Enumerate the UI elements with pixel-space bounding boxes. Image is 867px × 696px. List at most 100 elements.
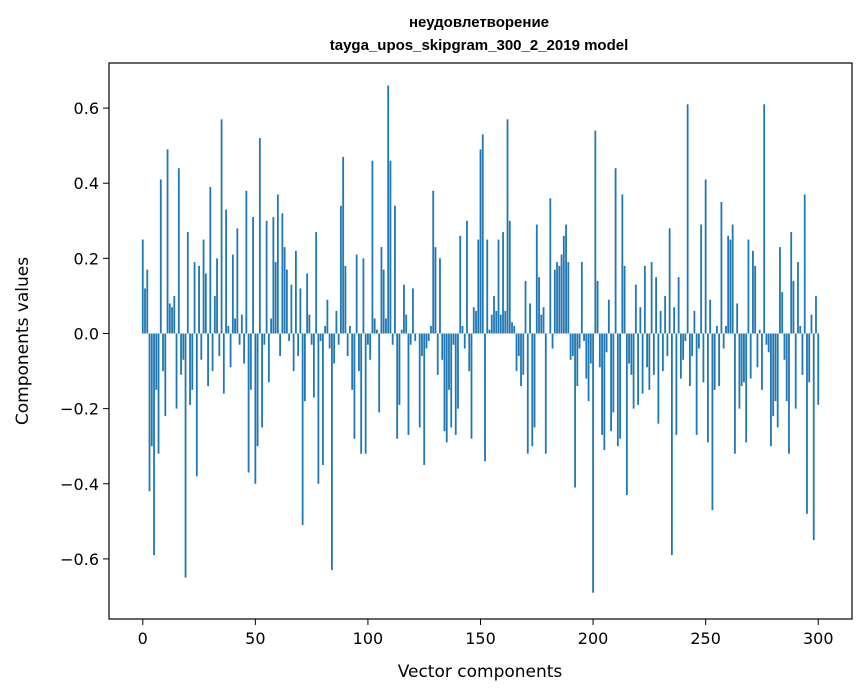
bar-81 (324, 325, 327, 334)
bar-194 (578, 333, 581, 349)
bar-211 (616, 333, 619, 447)
bar-214 (623, 265, 626, 334)
x-axis-ticks: 0 50 100 150 200 250 300 (138, 619, 834, 648)
bar-241 (684, 333, 687, 341)
bar-248 (700, 224, 703, 334)
bar-65 (288, 333, 291, 341)
bar-147 (472, 307, 475, 334)
bar-279 (770, 333, 772, 447)
bar-32 (213, 295, 216, 334)
bar-72 (303, 333, 306, 402)
bar-111 (391, 333, 394, 345)
bar-107 (382, 269, 385, 334)
bar-155 (490, 314, 493, 334)
bar-193 (576, 333, 579, 387)
bar-80 (321, 333, 324, 465)
bar-166 (515, 333, 518, 372)
bar-183 (553, 269, 556, 334)
bar-217 (630, 333, 633, 375)
bar-287 (788, 333, 790, 454)
bar-149 (477, 239, 480, 334)
bar-212 (619, 333, 621, 439)
bar-175 (535, 224, 538, 334)
bar-139 (454, 333, 457, 435)
bar-223 (643, 265, 646, 334)
bar-219 (634, 284, 637, 334)
bar-135 (445, 333, 448, 443)
bar-46 (245, 190, 248, 334)
bar-25 (198, 265, 200, 334)
bar-239 (679, 333, 682, 379)
bar-106 (380, 247, 383, 334)
bar-163 (508, 220, 511, 334)
bar-60 (276, 194, 279, 334)
x-tick-label-200: 200 (578, 629, 609, 648)
bar-236 (673, 307, 676, 334)
bar-105 (378, 333, 381, 413)
bar-11 (166, 149, 169, 334)
bar-174 (533, 333, 536, 428)
bar-61 (279, 333, 282, 357)
bar-156 (493, 295, 495, 334)
bar-85 (333, 333, 336, 364)
bar-103 (373, 318, 376, 334)
bar-3 (148, 333, 151, 492)
bar-118 (407, 333, 410, 435)
bar-40 (231, 254, 234, 334)
bar-233 (666, 333, 669, 357)
bar-108 (385, 318, 387, 334)
bar-201 (594, 130, 597, 334)
bar-222 (641, 333, 644, 394)
plot-frame (108, 62, 853, 620)
bar-58 (272, 217, 275, 334)
bar-257 (720, 202, 723, 334)
bar-115 (400, 329, 403, 334)
bar-254 (713, 333, 716, 390)
bar-1 (144, 288, 146, 334)
bar-94 (353, 333, 356, 439)
bar-253 (711, 333, 714, 511)
bar-56 (267, 333, 270, 383)
bar-86 (335, 310, 338, 334)
bar-26 (200, 333, 203, 360)
bar-162 (506, 119, 509, 334)
bar-137 (450, 333, 453, 428)
bar-290 (794, 333, 797, 409)
bar-44 (240, 314, 243, 334)
bar-151 (481, 134, 484, 334)
bar-294 (803, 194, 806, 334)
bar-231 (661, 333, 664, 372)
bar-68 (294, 250, 297, 334)
bar-28 (204, 273, 207, 334)
bar-84 (331, 333, 333, 571)
bar-242 (686, 104, 689, 334)
bar-247 (698, 333, 700, 349)
bar-98 (362, 258, 365, 334)
bar-178 (542, 307, 545, 334)
bar-75 (310, 333, 313, 345)
y-tick-label-2: −0.2 (60, 400, 99, 419)
bar-278 (767, 333, 770, 353)
bar-57 (270, 318, 273, 334)
bar-143 (463, 333, 466, 349)
bar-67 (292, 333, 295, 372)
bar-229 (657, 333, 660, 424)
bar-177 (540, 314, 543, 334)
bar-109 (387, 85, 390, 334)
bar-200 (592, 333, 594, 593)
y-axis-ticks: −0.6 −0.4 −0.2 0.0 0.2 0.4 0.6 (60, 99, 109, 569)
bar-38 (227, 325, 230, 334)
chart-title-line-1: неудовлетворение (409, 14, 549, 31)
bar-234 (668, 228, 671, 334)
bar-299 (815, 295, 817, 334)
bar-252 (709, 299, 712, 334)
bar-96 (358, 333, 360, 372)
bar-261 (729, 239, 732, 334)
bar-101 (369, 333, 372, 360)
bar-269 (747, 239, 750, 334)
bar-50 (254, 333, 257, 484)
bar-198 (587, 333, 590, 402)
bar-188 (565, 224, 567, 334)
bar-199 (589, 333, 592, 364)
bar-218 (632, 333, 635, 409)
